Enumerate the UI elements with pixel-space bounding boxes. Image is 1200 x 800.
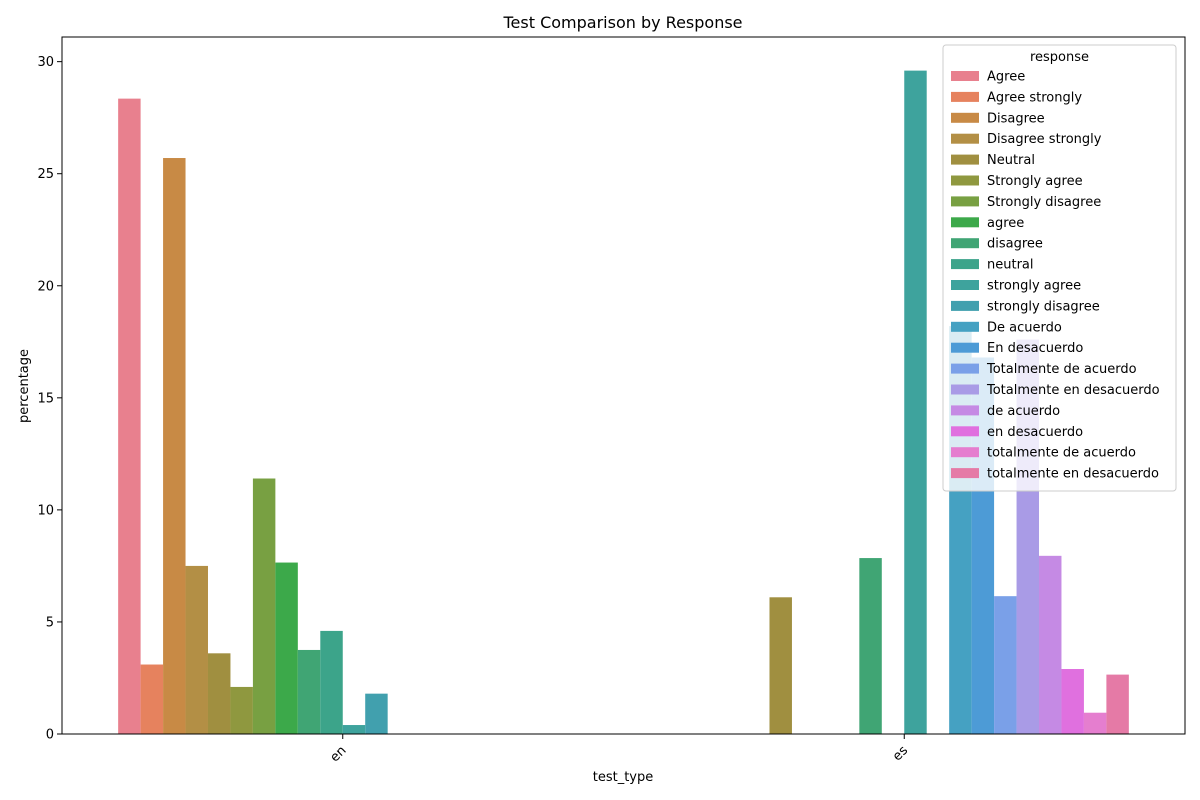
- x-tick-label: es: [890, 743, 911, 764]
- bar: [342, 725, 366, 734]
- bar: [252, 478, 276, 734]
- legend-title: response: [1030, 50, 1089, 65]
- bar: [163, 158, 186, 734]
- bar: [365, 693, 388, 734]
- legend-label: Strongly disagree: [987, 195, 1101, 210]
- bar: [769, 597, 792, 734]
- bar: [1083, 712, 1107, 734]
- legend-label: totalmente en desacuerdo: [987, 467, 1159, 482]
- legend-label: Strongly agree: [987, 174, 1083, 189]
- bar: [118, 98, 141, 734]
- legend-swatch: [951, 300, 979, 311]
- bars: [118, 70, 1129, 734]
- legend-swatch: [951, 259, 979, 270]
- legend-label: Agree: [987, 70, 1025, 85]
- legend-swatch: [951, 384, 979, 395]
- legend-swatch: [951, 426, 979, 437]
- bar: [1061, 669, 1084, 734]
- legend-swatch: [951, 133, 979, 144]
- legend-label: Disagree strongly: [987, 132, 1102, 147]
- legend-swatch: [951, 91, 979, 102]
- legend-label: disagree: [987, 237, 1043, 252]
- legend-swatch: [951, 405, 979, 416]
- bar: [994, 596, 1017, 734]
- bar: [904, 70, 927, 734]
- bar: [207, 653, 231, 734]
- legend-swatch: [951, 112, 979, 123]
- legend-label: De acuerdo: [987, 320, 1062, 335]
- legend-swatch: [951, 154, 979, 165]
- legend-label: agree: [987, 216, 1024, 231]
- legend-swatch: [951, 447, 979, 458]
- legend-label: strongly disagree: [987, 299, 1100, 314]
- bar: [320, 630, 343, 734]
- legend-box: [942, 44, 1177, 492]
- legend-label: totalmente de acuerdo: [987, 446, 1136, 461]
- y-tick-label: 5: [46, 615, 54, 630]
- bar: [1106, 674, 1129, 734]
- legend-swatch: [951, 71, 979, 81]
- bar: [1039, 555, 1062, 734]
- y-tick-label: 20: [37, 279, 54, 294]
- bar: [859, 558, 882, 734]
- y-tick-label: 10: [37, 503, 54, 518]
- y-axis-label: percentage: [17, 349, 32, 423]
- legend-label: Totalmente en desacuerdo: [986, 383, 1160, 398]
- legend-swatch: [951, 321, 979, 332]
- legend-swatch: [951, 280, 979, 290]
- bar: [140, 664, 164, 734]
- legend-swatch: [951, 342, 979, 353]
- y-tick-label: 25: [37, 167, 54, 182]
- legend-label: de acuerdo: [987, 404, 1060, 419]
- legend-swatch: [951, 363, 979, 374]
- legend-label: en desacuerdo: [987, 425, 1083, 440]
- legend-label: strongly agree: [987, 279, 1081, 294]
- legend-label: neutral: [987, 258, 1034, 273]
- y-tick-label: 0: [46, 728, 54, 743]
- legend-label: En desacuerdo: [987, 341, 1083, 356]
- x-tick-label: en: [327, 743, 349, 765]
- bar: [275, 562, 298, 734]
- y-tick-label: 15: [37, 391, 54, 406]
- legend-swatch: [951, 238, 979, 249]
- chart-title: Test Comparison by Response: [502, 13, 742, 32]
- legend: response Agree Agree strongly Disagree Disag…: [942, 44, 1177, 492]
- legend-swatch: [951, 175, 979, 186]
- x-axis: en es: [327, 734, 911, 765]
- y-axis: 0 5 10 15 20 25 30: [37, 55, 62, 743]
- legend-label: Neutral: [987, 153, 1035, 168]
- legend-label: Agree strongly: [987, 90, 1082, 105]
- bar: [230, 686, 253, 734]
- plot-frame: [61, 36, 1186, 735]
- legend-swatch: [951, 468, 979, 479]
- x-axis-label: test_type: [593, 770, 654, 785]
- legend-label: Disagree: [987, 111, 1045, 126]
- y-tick-label: 30: [37, 55, 54, 70]
- legend-swatch: [951, 196, 979, 207]
- legend-label: Totalmente de acuerdo: [986, 362, 1137, 377]
- bar: [297, 649, 321, 734]
- bar: [185, 565, 208, 734]
- legend-swatch: [951, 217, 979, 228]
